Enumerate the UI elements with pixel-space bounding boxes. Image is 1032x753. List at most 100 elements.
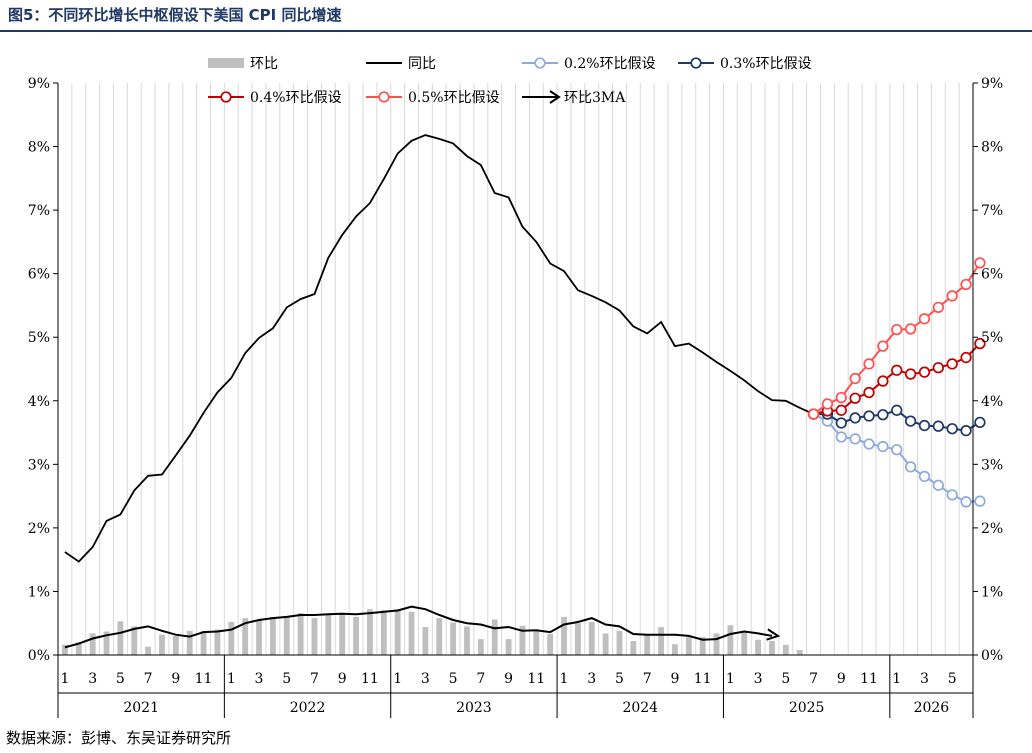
- mom-bar: [394, 609, 401, 655]
- mom-bar: [242, 618, 249, 655]
- mom-bar: [491, 619, 498, 655]
- month-label: 1: [560, 671, 569, 687]
- legend-marker: [378, 91, 390, 103]
- month-label: 3: [421, 671, 430, 687]
- month-label: 3: [255, 671, 264, 687]
- y-tick-label-right: 7%: [981, 203, 1003, 219]
- mom-bar: [339, 613, 346, 655]
- y-tick-label-right: 8%: [981, 140, 1003, 156]
- y-tick-label-right: 9%: [981, 76, 1003, 92]
- s02-point: [849, 433, 861, 445]
- month-label: 5: [282, 671, 291, 687]
- month-label: 3: [88, 671, 97, 687]
- s02-point: [960, 496, 972, 508]
- mom-bar: [782, 644, 789, 655]
- s02-point: [863, 438, 875, 450]
- month-label: 7: [476, 671, 485, 687]
- s02-point: [877, 440, 889, 453]
- mom-bar: [256, 620, 262, 655]
- legend-arrowhead: [549, 90, 561, 104]
- month-label: 7: [643, 671, 652, 687]
- mom-bar: [519, 625, 526, 655]
- mom-bar: [269, 616, 276, 655]
- mom-bar: [422, 627, 429, 655]
- s05-point: [821, 398, 834, 410]
- mom-bar: [172, 635, 179, 655]
- s05-point: [835, 391, 847, 404]
- s02-point: [946, 489, 958, 501]
- s04-point: [835, 404, 847, 416]
- mom-bar: [796, 649, 803, 655]
- mom-bar: [311, 618, 318, 655]
- year-label: 2026: [914, 700, 950, 716]
- y-tick-label-left: 5%: [28, 330, 50, 346]
- y-tick-label-left: 3%: [28, 457, 50, 473]
- year-label: 2022: [290, 700, 326, 716]
- s04-point: [960, 351, 972, 364]
- month-label: 9: [670, 671, 679, 687]
- s05-point: [891, 323, 903, 336]
- s04-point: [946, 358, 958, 370]
- y-tick-label-left: 4%: [28, 394, 50, 410]
- mom-bar: [588, 621, 595, 655]
- mom-bar: [561, 616, 567, 655]
- s05-point: [807, 408, 820, 420]
- s04-point: [863, 386, 875, 399]
- month-label: 11: [361, 671, 379, 687]
- mom-bar: [713, 633, 720, 655]
- s04-line: [813, 342, 981, 416]
- s02-point: [835, 431, 847, 443]
- s04-point: [891, 364, 903, 376]
- month-label: 9: [171, 671, 180, 687]
- s04-point: [974, 337, 986, 350]
- ma3-arrowhead: [766, 628, 781, 641]
- mom-bar: [672, 644, 678, 655]
- legend-label: 0.3%环比假设: [720, 56, 812, 72]
- legend-label: 环比3MA: [564, 90, 626, 106]
- mom-bar: [380, 610, 387, 655]
- mom-bar: [89, 633, 96, 655]
- s03-point: [877, 409, 889, 421]
- legend-label: 环比: [250, 56, 278, 72]
- legend-label: 0.4%环比假设: [250, 90, 342, 106]
- y-tick-label-right: 4%: [981, 394, 1003, 410]
- legend-marker: [220, 91, 232, 103]
- month-label: 3: [587, 671, 596, 687]
- s04-point: [904, 368, 917, 380]
- legend-item-s05: 0.5%环比假设: [366, 90, 500, 106]
- s02-point: [932, 479, 944, 491]
- month-label: 7: [144, 671, 153, 687]
- y-tick-label-left: 6%: [28, 267, 50, 283]
- legend: 环比 同比 0.2%环比假设 0.3%环比假设 0.4%环比假设 0.5%环比假设 环比3M…: [208, 56, 812, 106]
- legend-label: 0.5%环比假设: [408, 90, 500, 106]
- mom-bar: [533, 630, 540, 655]
- month-label: 1: [892, 671, 901, 687]
- mom-bar: [228, 621, 235, 655]
- s05-point: [946, 290, 958, 302]
- s03-point: [891, 404, 903, 416]
- month-label: 9: [504, 671, 513, 687]
- s03-point: [918, 419, 931, 432]
- source-note: 数据来源：彭博、东吴证券研究所: [6, 729, 232, 747]
- mom-bar: [325, 614, 332, 655]
- month-label: 11: [527, 671, 545, 687]
- year-label: 2025: [789, 700, 825, 716]
- axes: 0% 1% 2% 3% 4% 5% 6% 7% 8% 9% 0% 1% 2% 3% 4% 5% 6% 7% 8% 9%…: [28, 76, 1003, 718]
- s05-point: [863, 358, 875, 370]
- mom-bar: [755, 639, 762, 655]
- s03-point: [835, 417, 847, 429]
- s04-point: [932, 362, 944, 374]
- legend-item-s04: 0.4%环比假设: [208, 90, 342, 106]
- s02-point: [974, 495, 986, 507]
- month-label: 5: [615, 671, 624, 687]
- s05-point: [960, 278, 972, 291]
- title-divider: [0, 30, 1032, 32]
- legend-swatch: [208, 58, 244, 68]
- month-label: 5: [948, 671, 957, 687]
- cpi-chart: 0% 1% 2% 3% 4% 5% 6% 7% 8% 9% 0% 1% 2% 3% 4% 5% 6% 7% 8% 9%…: [28, 56, 1003, 718]
- legend-marker: [690, 57, 702, 69]
- legend-item-mom: 环比: [208, 56, 278, 72]
- mom-bar: [283, 617, 290, 655]
- month-label: 1: [726, 671, 735, 687]
- month-label: 1: [60, 671, 69, 687]
